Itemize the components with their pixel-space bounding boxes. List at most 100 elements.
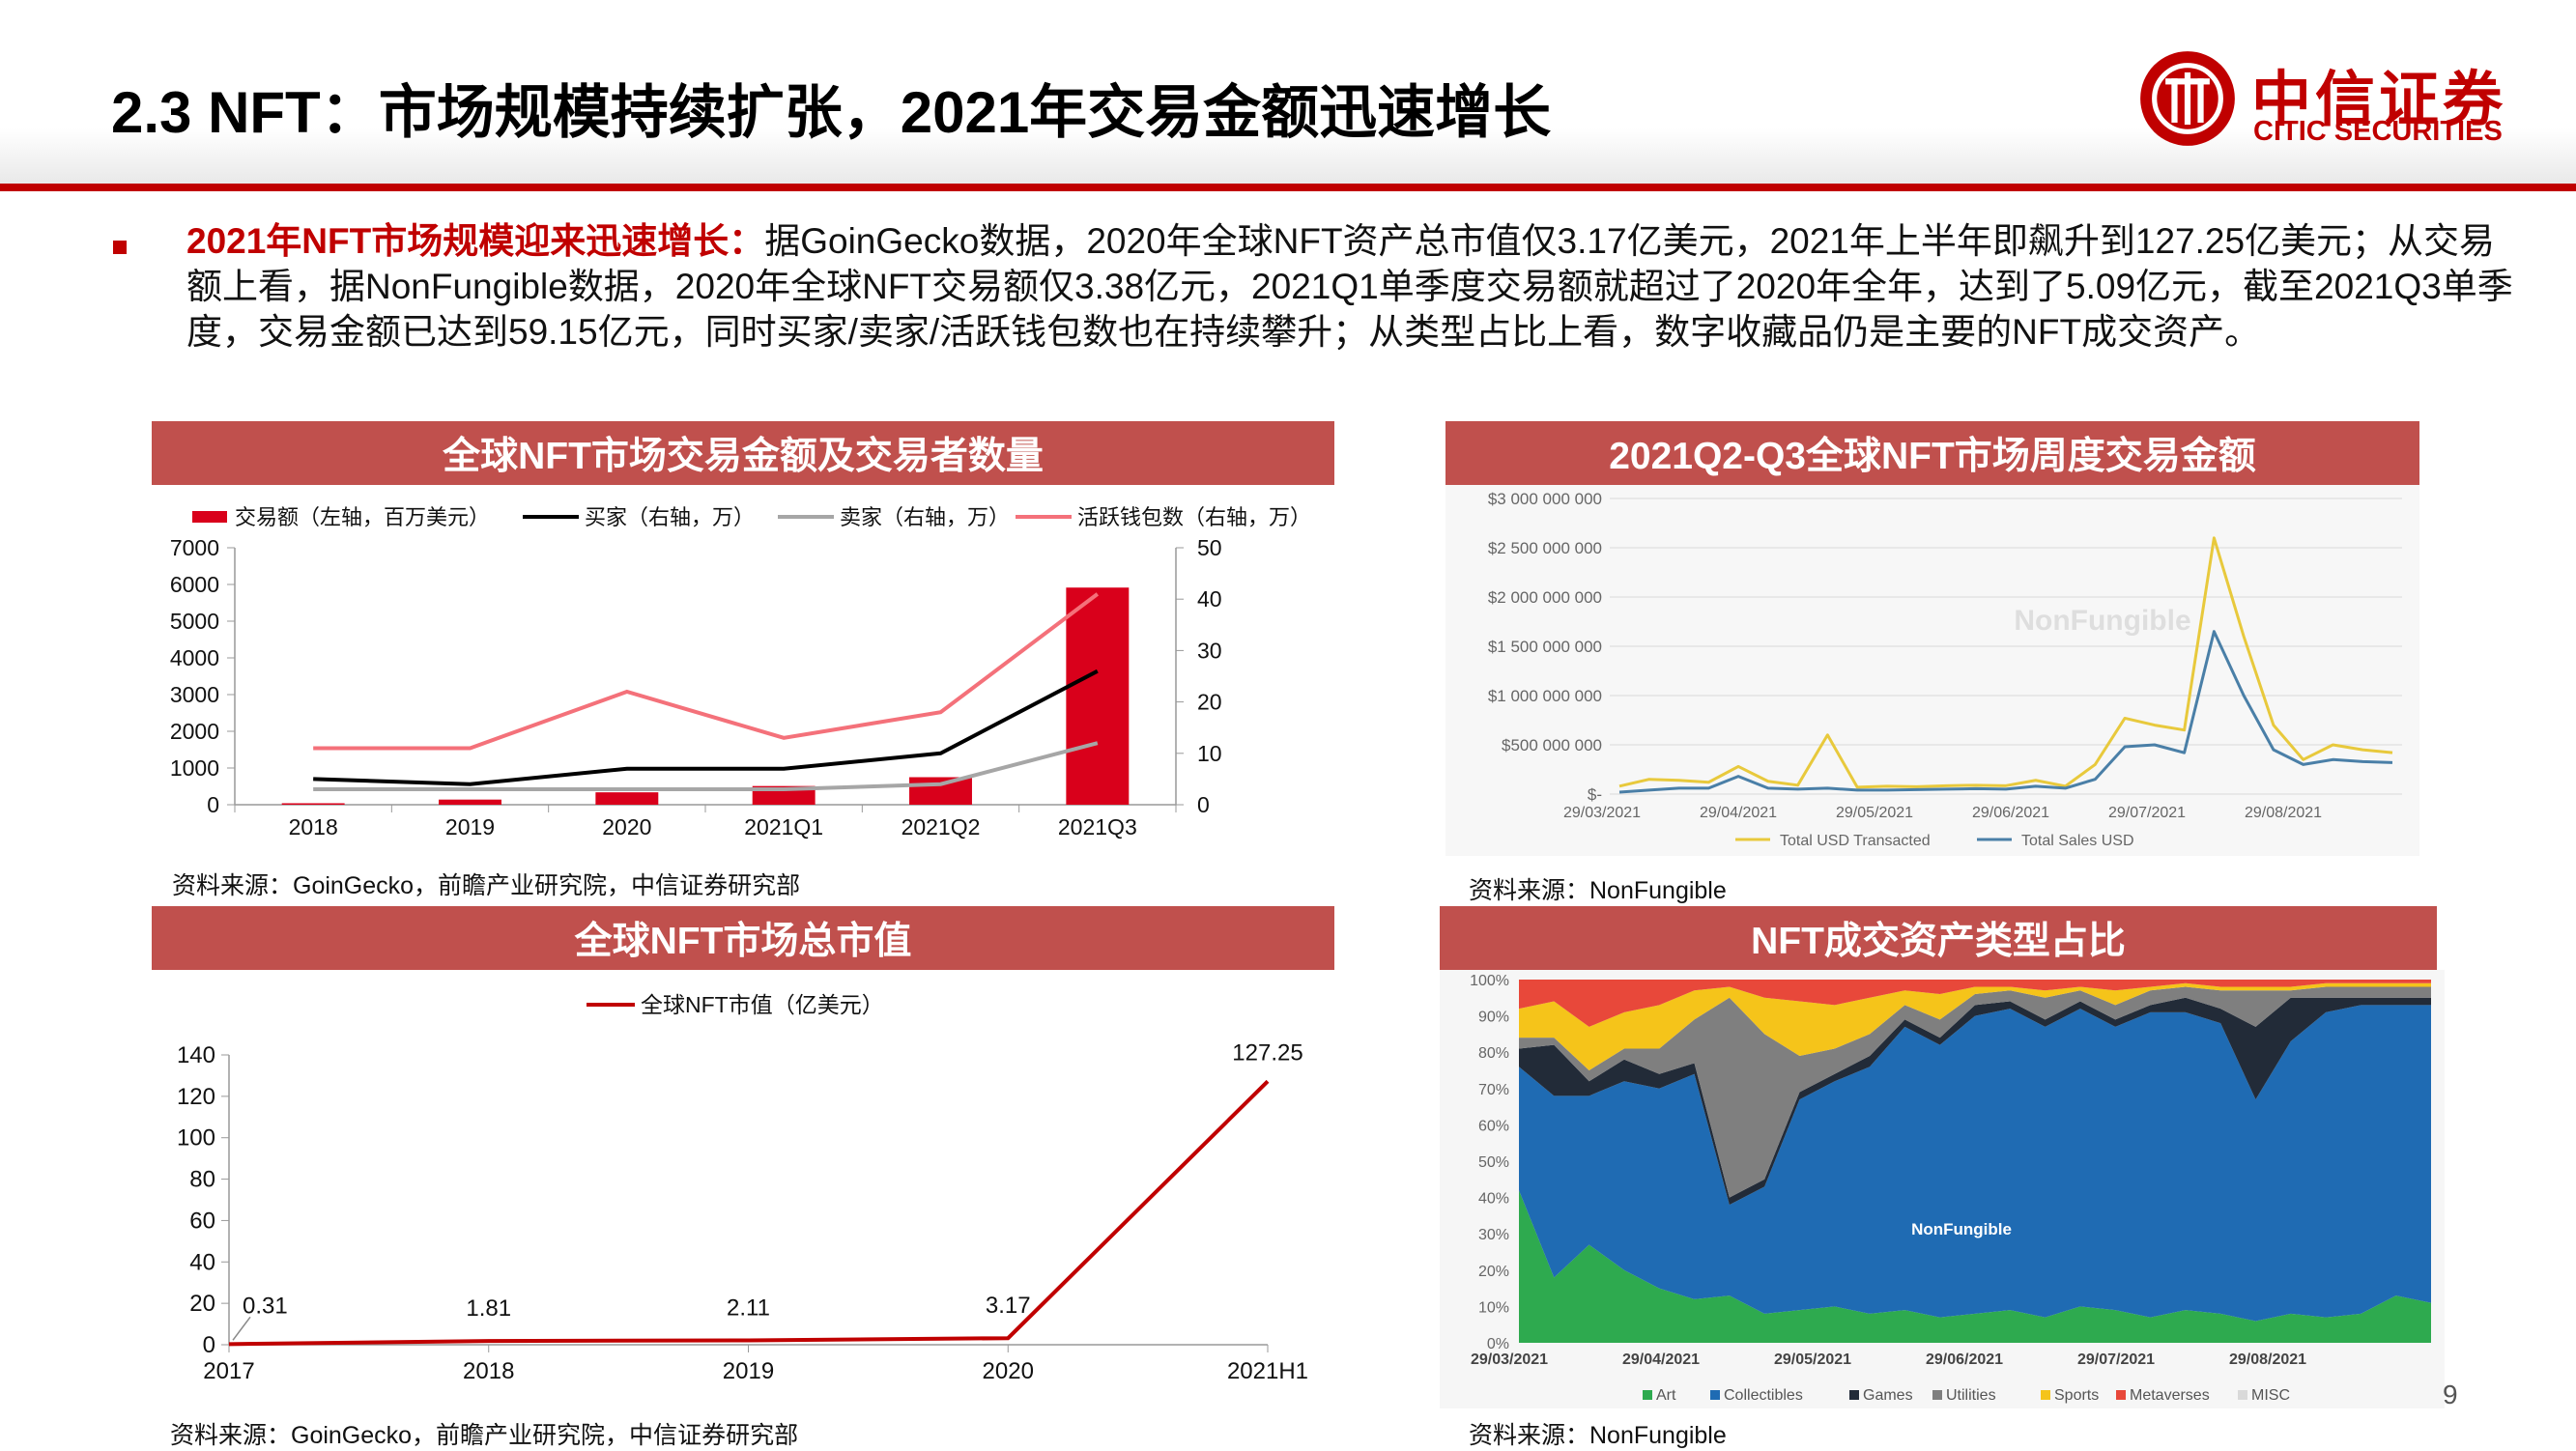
area-sports xyxy=(1519,982,2431,1070)
bar-trade-volume xyxy=(1066,587,1130,805)
y-tick-label: 20 xyxy=(189,1291,215,1317)
market-cap-chart: 全球NFT市值（亿美元） 0 20 40 60 80 100 120 140 2017 2018 20… xyxy=(177,992,1308,1384)
panel-title-market-cap: 全球NFT市场总市值 xyxy=(152,906,1334,970)
x-tick-label: 2019 xyxy=(723,1358,774,1384)
x-tick-label: 2021Q1 xyxy=(744,814,823,839)
y-tick-label: 4000 xyxy=(170,645,219,670)
header-divider xyxy=(0,184,2576,191)
y-tick-label: 6000 xyxy=(170,572,219,597)
y-tick-label: 3000 xyxy=(170,682,219,707)
x-tick-label: 2020 xyxy=(602,814,651,839)
bar-trade-volume xyxy=(909,777,972,805)
x-tick-label: 29/04/2021 xyxy=(1700,805,1777,821)
logo-chinese-name: 中信证券 xyxy=(2251,67,2507,133)
y2-tick-label: 0 xyxy=(1197,792,1210,817)
x-tick-label: 2021Q3 xyxy=(1058,814,1137,839)
bar-trade-volume xyxy=(439,799,501,805)
panel-title-weekly-volume: 2021Q2-Q3全球NFT市场周度交易金额 xyxy=(1445,421,2419,485)
x-tick-label: 29/08/2021 xyxy=(2229,1351,2306,1368)
area-utilities xyxy=(1519,986,2431,1198)
y-tick-label: $1 000 000 000 xyxy=(1488,687,1602,705)
watermark-text: NonFungible xyxy=(2014,605,2190,637)
weekly-volume-chart: $- $500 000 000 $1 000 000 000 $1 500 000 0… xyxy=(1445,485,2419,856)
y-tick-label: 90% xyxy=(1478,1010,1509,1026)
legend-swatch-0 xyxy=(1643,1390,1652,1400)
y-tick-label: 80% xyxy=(1478,1045,1509,1062)
y-tick-label: 40% xyxy=(1478,1191,1509,1208)
area-art xyxy=(1519,1190,2431,1343)
y2-tick-label: 40 xyxy=(1197,586,1222,612)
legend-label-1: Total Sales USD xyxy=(2021,833,2134,849)
x-tick-label: 29/04/2021 xyxy=(1622,1351,1700,1368)
source-note-asset-type: 资料来源：NonFungible xyxy=(1469,1422,1727,1449)
y-tick-label: 60 xyxy=(189,1208,215,1234)
legend-label-6: MISC xyxy=(2251,1387,2290,1404)
y-tick-label: 50% xyxy=(1478,1154,1509,1171)
y2-tick-label: 20 xyxy=(1197,690,1222,715)
y-tick-label: 40 xyxy=(189,1249,215,1275)
legend-swatch-4 xyxy=(2041,1390,2050,1400)
y-tick-label: 80 xyxy=(189,1167,215,1193)
x-tick-label: 29/07/2021 xyxy=(2077,1351,2155,1368)
y-tick-label: 0 xyxy=(207,792,219,817)
panel-title-asset-type: NFT成交资产类型占比 xyxy=(1440,906,2437,970)
legend-label-1: Collectibles xyxy=(1724,1387,1803,1404)
x-tick-label: 2018 xyxy=(289,814,338,839)
summary-text: 据GoinGecko数据，2020年全球NFT资产总市值仅3.17亿美元，202… xyxy=(186,221,2513,352)
y-tick-label: 0% xyxy=(1487,1336,1509,1352)
x-tick-label: 29/03/2021 xyxy=(1471,1351,1548,1368)
y-tick-label: 2000 xyxy=(170,719,219,744)
y-tick-label: $- xyxy=(1588,785,1602,804)
legend-label-0: Art xyxy=(1656,1387,1676,1404)
y-tick-label: 120 xyxy=(177,1084,215,1110)
y-tick-label: 7000 xyxy=(170,535,219,560)
legend-label-3: Utilities xyxy=(1946,1387,1996,1404)
y-tick-label: 5000 xyxy=(170,609,219,634)
x-tick-label: 29/05/2021 xyxy=(1836,805,1913,821)
x-tick-label: 29/08/2021 xyxy=(2245,805,2322,821)
y-tick-label: 100% xyxy=(1470,973,1509,989)
legend-label: 全球NFT市值（亿美元） xyxy=(641,992,884,1017)
y-tick-label: 10% xyxy=(1478,1299,1509,1316)
bar-trade-volume xyxy=(595,792,659,805)
logo-english-name: CITIC SECURITIES xyxy=(2253,116,2503,147)
y-tick-label: 0 xyxy=(203,1332,215,1358)
bar-trade-volume xyxy=(281,803,345,805)
data-label: 0.31 xyxy=(243,1293,288,1319)
source-note-market-cap: 资料来源：GoinGecko，前瞻产业研究院，中信证券研究部 xyxy=(170,1422,799,1449)
area-metaverses xyxy=(1519,980,2431,1027)
series-line-0 xyxy=(1618,536,2393,789)
summary-paragraph: 2021年NFT市场规模迎来迅速增长：据GoinGecko数据，2020年全球N… xyxy=(186,218,2525,355)
area-collectibles xyxy=(1519,1005,2431,1322)
y-tick-label: $500 000 000 xyxy=(1502,736,1602,754)
x-tick-label: 2017 xyxy=(203,1358,254,1384)
trade-volume-chart: 交易额（左轴，百万美元） 买家（右轴，万） 卖家（右轴，万） 活跃钱包数（右轴，万） 0… xyxy=(170,505,1311,839)
summary-highlight: 2021年NFT市场规模迎来迅速增长： xyxy=(186,221,765,261)
data-label: 3.17 xyxy=(986,1293,1031,1319)
legend-swatch-3 xyxy=(1932,1390,1942,1400)
series-line-2 xyxy=(313,741,1099,792)
citic-logo-icon xyxy=(2140,51,2235,146)
legend-swatch-0 xyxy=(192,511,227,523)
data-label: 2.11 xyxy=(727,1295,770,1321)
legend-label-2: 卖家（右轴，万） xyxy=(840,505,1010,529)
x-tick-label: 29/05/2021 xyxy=(1774,1351,1851,1368)
series-line-3 xyxy=(313,592,1100,751)
y2-tick-label: 10 xyxy=(1197,741,1222,766)
y-tick-label: 100 xyxy=(177,1125,215,1152)
y-tick-label: $3 000 000 000 xyxy=(1488,490,1602,508)
x-tick-label: 29/06/2021 xyxy=(1926,1351,2003,1368)
x-tick-label: 2021H1 xyxy=(1227,1358,1308,1384)
y-tick-label: 20% xyxy=(1478,1264,1509,1280)
legend-label-1: 买家（右轴，万） xyxy=(585,505,755,529)
y-tick-label: $2 500 000 000 xyxy=(1488,539,1602,557)
panel-title-trade-volume: 全球NFT市场交易金额及交易者数量 xyxy=(152,421,1334,485)
slide-title: 2.3 NFT：市场规模持续扩张，2021年交易金额迅速增长 xyxy=(111,80,1552,145)
x-tick-label: 29/03/2021 xyxy=(1563,805,1641,821)
x-tick-label: 2021Q2 xyxy=(902,814,981,839)
y2-tick-label: 50 xyxy=(1197,535,1222,560)
x-tick-label: 2020 xyxy=(983,1358,1034,1384)
legend-swatch-2 xyxy=(1849,1390,1859,1400)
y2-tick-label: 30 xyxy=(1197,638,1222,663)
legend-swatch-6 xyxy=(2238,1390,2247,1400)
